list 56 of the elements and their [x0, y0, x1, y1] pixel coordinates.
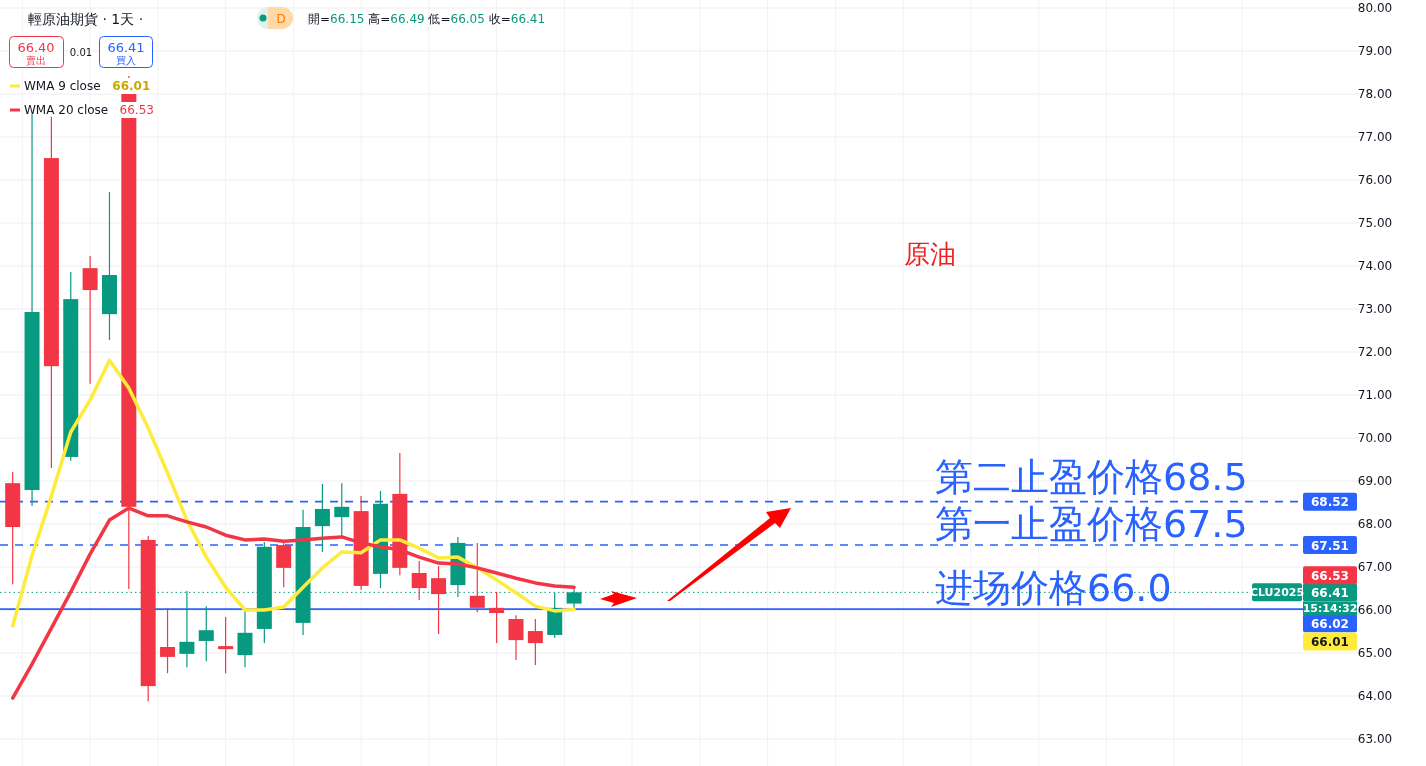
- annotation: 66.01: [112, 79, 151, 93]
- annotation: 第一止盈价格67.5: [935, 502, 1248, 547]
- candlestick: [237, 609, 253, 668]
- annotation: 66.41: [107, 40, 145, 55]
- annotation: 0.01: [69, 47, 93, 58]
- candlestick: [508, 614, 524, 661]
- candlestick: [489, 591, 505, 644]
- y-tick-label: 75.00: [1357, 216, 1393, 230]
- annotation: 第二止盈价格68.5: [935, 454, 1248, 499]
- candlestick: [527, 618, 543, 666]
- candlestick: [314, 483, 330, 553]
- candlestick: [566, 588, 582, 609]
- candlestick: [411, 560, 427, 601]
- y-tick-label: 65.00: [1357, 646, 1393, 660]
- annotation: 買入: [116, 55, 136, 66]
- annotation: 进场价格66.0: [935, 566, 1172, 611]
- candlestick: [198, 605, 214, 662]
- annotation: 開=66.15 高=66.49 低=66.05 收=66.41: [308, 12, 546, 26]
- y-tick-label: 64.00: [1357, 689, 1393, 703]
- annotation: 15:14:32: [1302, 602, 1358, 616]
- annotation: 賣出: [26, 55, 46, 66]
- y-tick-label: 73.00: [1357, 302, 1393, 316]
- y-tick-label: 72.00: [1357, 345, 1393, 359]
- y-tick-label: 69.00: [1357, 474, 1393, 488]
- y-tick-label: 71.00: [1357, 388, 1393, 402]
- candlestick: [334, 482, 350, 538]
- chart-title: 輕原油期貨 · 1天 ·: [28, 11, 144, 27]
- annotation: 66.40: [17, 40, 55, 55]
- y-tick-label: 77.00: [1357, 130, 1393, 144]
- candlestick: [160, 607, 176, 674]
- y-tick-label: 66.00: [1357, 603, 1393, 617]
- y-tick-label: 67.00: [1357, 560, 1393, 574]
- y-tick-label: 78.00: [1357, 87, 1393, 101]
- ref-line-label: 68.52: [1311, 495, 1349, 510]
- candlestick: [218, 616, 234, 674]
- candlestick: [276, 542, 292, 588]
- legend-label: WMA 9 close: [24, 79, 101, 93]
- y-tick-label: 80.00: [1357, 1, 1393, 15]
- y-tick-label: 79.00: [1357, 44, 1393, 58]
- text: 66.53: [1311, 568, 1349, 583]
- annotation: D: [276, 12, 286, 26]
- ref-line-label: 67.51: [1311, 538, 1349, 553]
- candlestick: [431, 565, 447, 635]
- annotation: 66.53: [119, 103, 154, 117]
- y-tick-label: 76.00: [1357, 173, 1393, 187]
- y-tick-label: 68.00: [1357, 517, 1393, 531]
- ref-line-label: 66.41: [1311, 585, 1349, 600]
- legend-label: WMA 20 close: [24, 103, 109, 117]
- annotation: 原油: [904, 239, 956, 269]
- y-tick-label: 70.00: [1357, 431, 1393, 445]
- candlestick: [82, 255, 98, 385]
- candlestick: [469, 542, 485, 613]
- ref-line-label: 66.02: [1311, 616, 1349, 631]
- y-tick-label: 63.00: [1357, 732, 1393, 746]
- y-tick-label: 74.00: [1357, 259, 1393, 273]
- text: 66.01: [1311, 635, 1349, 650]
